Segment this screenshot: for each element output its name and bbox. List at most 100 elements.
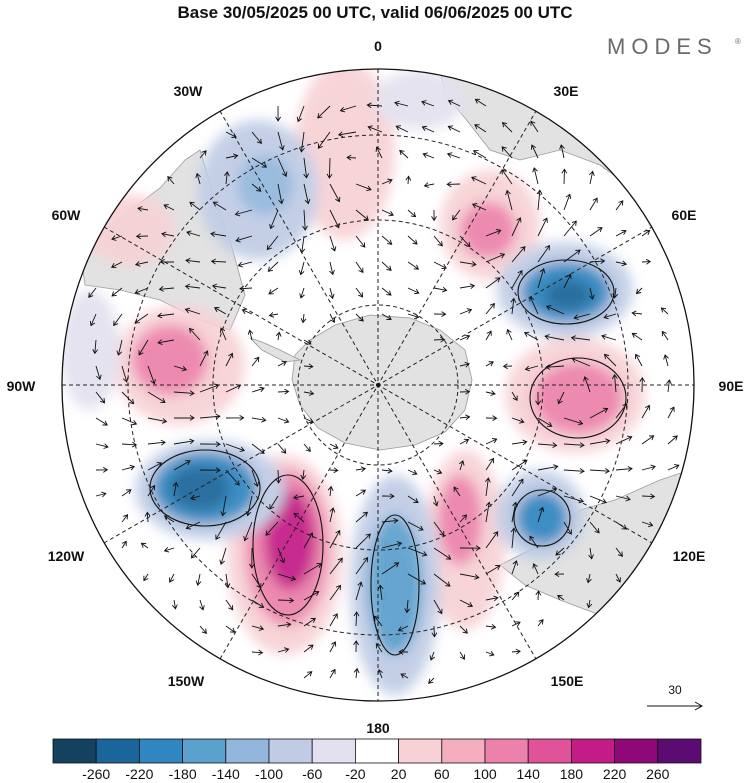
negative-anomaly: [62, 290, 120, 410]
wind-vector: [603, 313, 617, 320]
wind-vector: [121, 464, 135, 471]
wind-vector: [641, 404, 650, 419]
wind-vector: [535, 391, 541, 406]
wind-vector: [317, 131, 331, 149]
wind-vector: [586, 573, 592, 584]
wind-vector: [355, 557, 369, 575]
colorbar-segment: [52, 738, 97, 764]
wind-vector: [157, 339, 175, 346]
wind-vector: [92, 339, 99, 355]
colorbar-tick-label: 20: [391, 766, 407, 782]
colorbar-tick-label: -220: [125, 766, 153, 782]
wind-vector: [121, 365, 129, 383]
wind-vector: [210, 258, 227, 265]
colorbar-tick-label: -260: [82, 766, 110, 782]
negative-anomaly: [170, 466, 230, 510]
wind-vector: [615, 495, 631, 502]
wind-vector: [225, 352, 234, 367]
reference-vector: 30: [647, 683, 704, 711]
wind-vector: [563, 442, 585, 448]
wind-vector: [537, 217, 548, 237]
wind-vector: [266, 235, 279, 251]
wind-vector: [300, 313, 307, 324]
wind-vector: [666, 379, 672, 393]
wind-vector: [251, 356, 260, 367]
colorbar-tick-label: 180: [560, 766, 584, 782]
contour-line: [252, 474, 324, 616]
wind-vector: [339, 105, 357, 113]
wind-vector: [459, 283, 476, 290]
wind-vector: [326, 157, 333, 179]
wind-vector: [615, 200, 624, 211]
wind-vector: [303, 644, 314, 653]
wind-vector: [277, 360, 287, 367]
wind-vector: [485, 302, 495, 315]
wind-vector: [355, 287, 364, 298]
wind-vector: [220, 495, 227, 517]
wind-vector: [405, 175, 412, 185]
wind-vector: [251, 157, 268, 168]
wind-vector: [275, 469, 282, 484]
wind-vector: [251, 131, 262, 145]
colorbar-tick-label: 100: [473, 766, 497, 782]
wind-vector: [353, 667, 360, 679]
wind-vector: [219, 547, 227, 566]
contour-line: [149, 449, 261, 527]
wind-vector: [355, 313, 364, 322]
wind-vector: [485, 253, 506, 263]
wind-vector: [116, 339, 123, 356]
wind-vector: [502, 363, 513, 370]
wind-vector: [188, 327, 201, 341]
wind-vector: [446, 181, 461, 188]
wind-vector: [559, 144, 565, 159]
wind-vector: [381, 261, 392, 271]
wind-vector: [134, 261, 149, 267]
wind-vector: [95, 491, 107, 498]
wind-vector: [453, 486, 461, 497]
wind-vector: [511, 478, 524, 497]
wind-vector: [571, 357, 591, 367]
wind-vector: [147, 365, 156, 385]
wind-vector: [381, 287, 392, 296]
wind-vector: [433, 440, 444, 447]
wind-vector: [501, 146, 513, 159]
wind-vector: [215, 521, 227, 541]
wind-vector: [485, 330, 492, 341]
wind-vector: [433, 235, 443, 247]
wind-vector: [355, 183, 372, 192]
wind-vector: [407, 573, 427, 585]
wind-vector: [173, 438, 195, 445]
wind-vector: [199, 599, 205, 611]
wind-vector: [433, 311, 447, 317]
wind-vector: [355, 533, 371, 549]
wind-vector: [422, 152, 435, 159]
wind-vector: [147, 439, 166, 446]
wind-vector: [530, 144, 539, 159]
wind-vector: [407, 287, 420, 295]
wind-vector: [298, 131, 305, 153]
wind-vector: [615, 229, 627, 237]
wind-vector: [615, 435, 633, 445]
wind-vector: [277, 547, 286, 564]
wind-vector: [588, 287, 595, 300]
wind-vector: [195, 172, 201, 185]
wind-vector: [346, 154, 357, 161]
wind-vector: [433, 495, 439, 507]
wind-vector: [303, 443, 311, 453]
wind-vector: [303, 563, 322, 575]
wind-vector: [485, 438, 498, 445]
map-border: [61, 68, 695, 702]
wind-vector: [168, 573, 175, 583]
wind-vector: [563, 468, 585, 474]
reference-vector-arrowhead: [694, 701, 704, 711]
wind-vector: [511, 246, 526, 263]
wind-vector: [95, 365, 102, 381]
wind-vector: [431, 209, 437, 222]
wind-vector: [251, 183, 262, 192]
wind-vector: [570, 335, 591, 341]
wind-vector: [447, 99, 461, 107]
wind-vector: [511, 217, 522, 237]
wind-vector: [167, 176, 175, 185]
wind-vector: [433, 573, 451, 587]
